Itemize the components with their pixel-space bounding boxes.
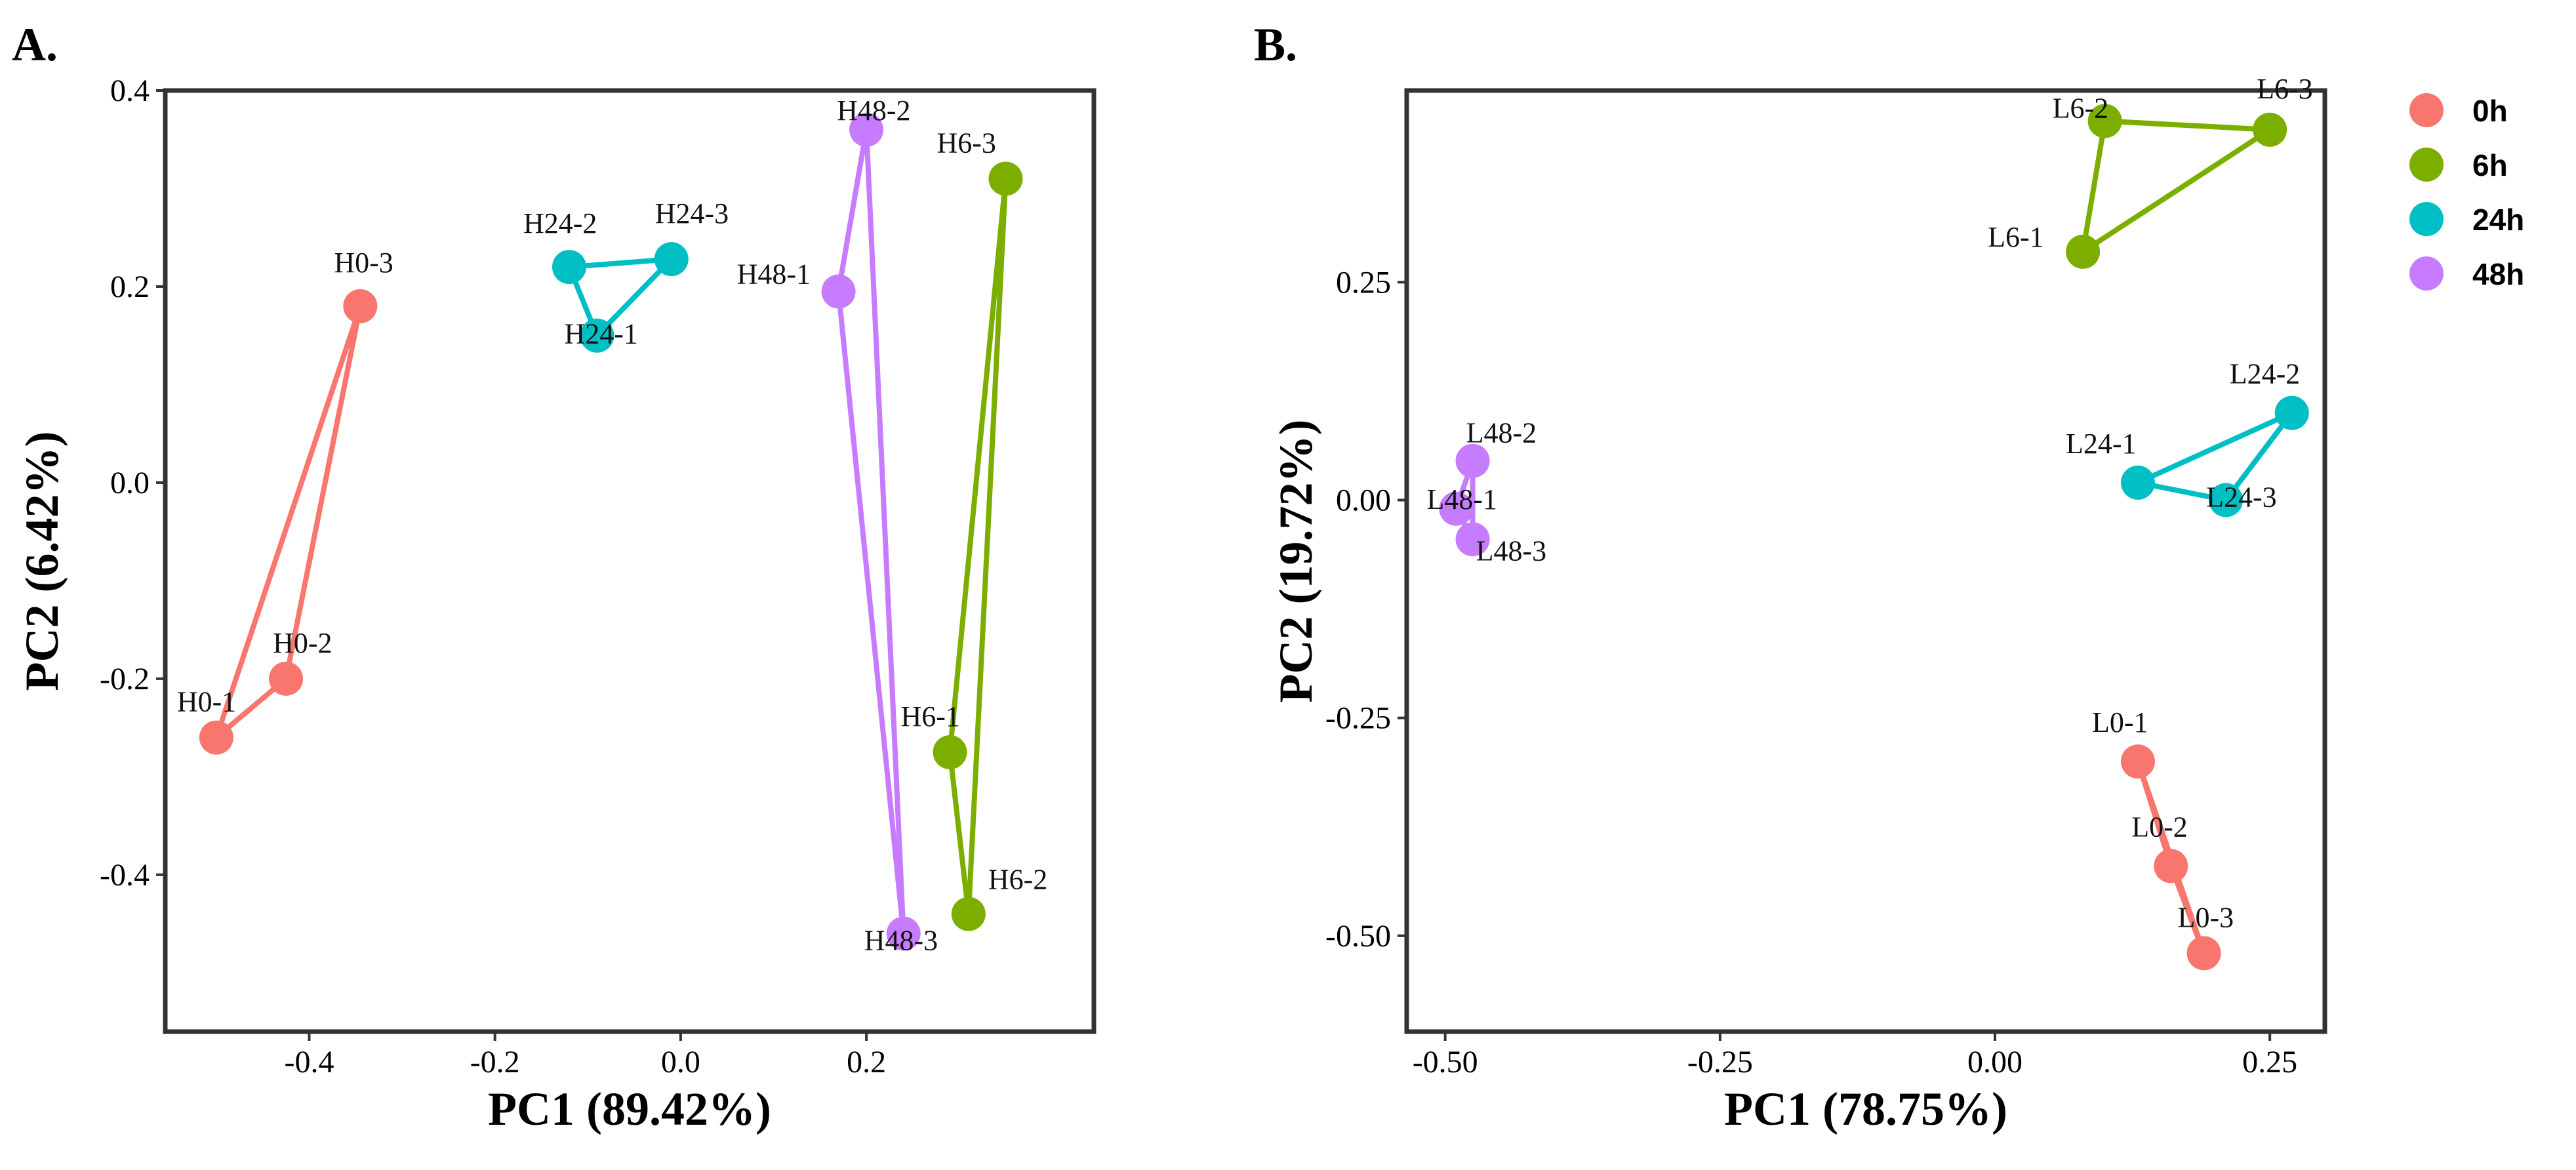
legend-swatch-48h: [2409, 256, 2444, 291]
panel-a: A. -0.4 -0.2 0.0 0.2 -0.4 -0.2 0.0 0.2 0.4 PC1 (89…: [12, 18, 1097, 1135]
point-label-h24-2: H24-2: [523, 207, 597, 239]
y-tick-label: 0.00: [1336, 483, 1391, 517]
legend-label-6h: 6h: [2472, 148, 2508, 182]
data-point-l24-1: [2120, 465, 2155, 500]
x-tick-label: -0.4: [284, 1045, 334, 1079]
data-point-h48-1: [821, 274, 856, 309]
point-label-l48-3: L48-3: [1476, 535, 1547, 567]
point-label-h6-1: H6-1: [901, 700, 960, 733]
y-axis-title: PC2 (6.42%): [16, 432, 68, 691]
data-point-h6-2: [951, 897, 986, 931]
x-tick-label: 0.2: [847, 1045, 886, 1079]
point-label-h0-3: H0-3: [334, 247, 393, 279]
legend-label-24h: 24h: [2472, 203, 2524, 237]
data-point-h6-3: [988, 161, 1023, 196]
y-tick-label: -0.2: [100, 662, 150, 696]
data-point-l6-1: [2066, 234, 2101, 269]
point-label-h6-3: H6-3: [936, 127, 996, 159]
data-point-h6-1: [933, 735, 967, 769]
x-axis-title: PC1 (78.75%): [1724, 1083, 2007, 1135]
y-tick-label: 0.4: [110, 73, 150, 108]
x-tick-label: -0.25: [1687, 1045, 1753, 1079]
point-label-l48-1: L48-1: [1426, 483, 1497, 515]
point-label-h0-1: H0-1: [177, 686, 236, 718]
data-point-l6-2: [2087, 104, 2122, 138]
y-tick-label: -0.25: [1325, 701, 1391, 736]
x-tick-label: -0.50: [1413, 1045, 1478, 1079]
point-label-h24-1: H24-1: [564, 318, 637, 350]
point-label-l24-3: L24-3: [2206, 481, 2277, 513]
data-point-l24-3: [2209, 483, 2244, 517]
data-point-h24-1: [580, 318, 614, 353]
data-point-h0-1: [199, 720, 233, 755]
data-point-l0-2: [2154, 849, 2188, 883]
point-label-h0-2: H0-2: [273, 627, 332, 659]
data-point-l48-2: [1455, 443, 1490, 478]
legend: 0h 6h 24h 48h: [2409, 93, 2524, 291]
point-label-l48-2: L48-2: [1466, 417, 1537, 449]
x-tick-label: -0.2: [470, 1045, 520, 1079]
y-axis-title: PC2 (19.72%): [1270, 420, 1322, 703]
point-label-l24-2: L24-2: [2230, 358, 2301, 390]
series-outline-24h: [2135, 410, 2295, 503]
plot-frame: [1404, 88, 2327, 1034]
data-point-l48-3: [1455, 522, 1490, 557]
data-point-l6-3: [2253, 112, 2287, 147]
data-point-h24-3: [654, 242, 689, 277]
point-label-l6-3: L6-3: [2257, 73, 2313, 105]
data-point-l24-2: [2274, 395, 2309, 430]
legend-swatch-6h: [2409, 148, 2444, 182]
series-outline-48h: [835, 127, 906, 937]
legend-label-0h: 0h: [2472, 94, 2508, 128]
x-tick-label: 0.0: [661, 1045, 700, 1079]
y-tick-label: 0.0: [110, 466, 150, 500]
data-point-h48-3: [886, 916, 921, 951]
data-point-h0-3: [343, 289, 378, 323]
series-outline-48h: [1453, 458, 1476, 542]
data-point-l48-1: [1439, 491, 1474, 526]
point-label-h48-3: H48-3: [864, 925, 938, 957]
legend-label-48h: 48h: [2472, 257, 2524, 291]
y-tick-label: 0.2: [110, 270, 150, 304]
point-label-l0-1: L0-1: [2092, 706, 2148, 738]
point-label-l24-1: L24-1: [2066, 428, 2137, 460]
point-label-h48-2: H48-2: [837, 94, 910, 127]
plot-frame: [163, 88, 1097, 1034]
series-outline-0h: [213, 303, 363, 740]
point-label-h24-3: H24-3: [655, 197, 729, 230]
x-axis-title: PC1 (89.42%): [488, 1083, 771, 1135]
point-label-l6-1: L6-1: [1988, 221, 2044, 253]
y-tick-label: -0.4: [100, 858, 150, 893]
y-tick-label: 0.25: [1336, 265, 1391, 300]
point-label-h6-2: H6-2: [988, 864, 1047, 896]
point-label-h48-1: H48-1: [737, 258, 811, 290]
panel-b: B. -0.50 -0.25 0.00 0.25 -0.50 -0.25 0.00 0.25 PC…: [1254, 18, 2327, 1135]
data-point-h24-2: [552, 250, 586, 285]
legend-swatch-24h: [2409, 202, 2444, 236]
point-label-l0-3: L0-3: [2178, 901, 2234, 933]
x-tick-label: 0.25: [2242, 1045, 2297, 1079]
data-point-h48-2: [849, 112, 884, 147]
point-label-l0-2: L0-2: [2131, 811, 2188, 843]
y-tick-label: -0.50: [1325, 919, 1391, 954]
panel-label: A.: [12, 18, 58, 71]
legend-swatch-0h: [2409, 93, 2444, 127]
series-outline-24h: [567, 256, 674, 338]
panel-label: B.: [1254, 18, 1297, 71]
series-outline-6h: [947, 176, 1009, 917]
x-tick-label: 0.00: [1967, 1045, 2023, 1079]
point-label-l6-2: L6-2: [2053, 92, 2109, 125]
series-outline-6h: [2080, 118, 2273, 254]
data-point-h0-2: [269, 661, 304, 696]
data-point-l0-1: [2120, 744, 2155, 779]
data-point-l0-3: [2186, 936, 2221, 971]
